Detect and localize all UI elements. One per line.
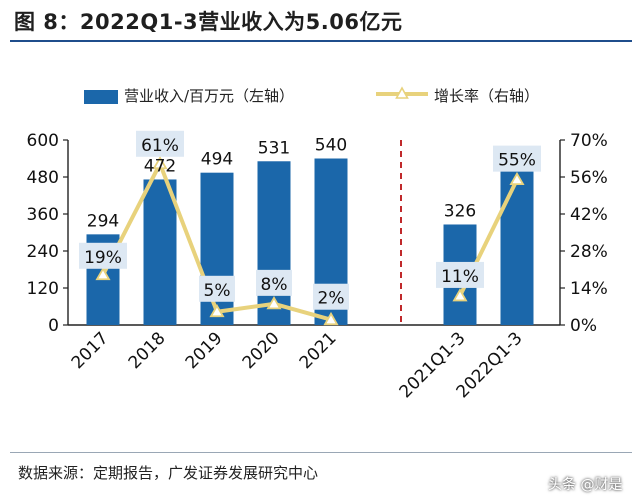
right-tick-label: 56% [570,168,608,188]
chart-title: 图 8：2022Q1-3营业收入为5.06亿元 [14,10,403,34]
growth-label-box [436,261,484,288]
x-category-label: 2017 [68,328,113,373]
bar-value-label: 531 [258,138,290,158]
growth-label-box [79,242,127,269]
bar-value-label: 294 [87,211,119,231]
right-tick-label: 70% [570,131,608,151]
growth-marker [452,288,468,302]
growth-marker [95,266,111,281]
legend-line-swatch [376,86,428,99]
bar-value-label: 494 [201,150,233,170]
title-area: 图 8：2022Q1-3营业收入为5.06亿元 [0,0,640,42]
growth-label-box [199,275,235,302]
title-underline [10,40,632,42]
legend-line-label: 增长率（右轴） [434,87,540,105]
growth-marker [323,311,339,326]
growth-value-label: 55% [498,151,536,171]
growth-value-label: 11% [441,267,479,287]
growth-value-label: 2% [318,289,345,309]
growth-value-label: 5% [204,281,231,301]
left-tick-label: 480 [27,168,59,188]
watermark: 头条 @财是 [548,477,623,493]
bar-value-label: 540 [315,136,347,156]
bar [500,168,534,325]
bar-value-label: 326 [444,201,476,221]
growth-marker [152,155,168,170]
chart-canvas: 0 120 240 360 480 600 0% 14% 28% 42% 56% 70% 294 472 4… [27,130,608,402]
legend: 营业收入/百万元（左轴） 增长率（右轴） [0,82,640,108]
legend-bar-swatch [84,90,118,104]
left-tick-label: 240 [27,242,59,262]
x-category-label: 2021 [296,328,341,373]
legend-bar-label: 营业收入/百万元（左轴） [124,87,295,105]
right-tick-label: 0% [570,316,597,336]
growth-marker [509,171,525,186]
growth-marker [209,303,225,318]
left-tick-label: 360 [27,205,59,225]
right-tick-label: 28% [570,242,608,262]
growth-label-box [256,269,292,296]
growth-label-box [136,130,184,157]
bar [200,172,234,325]
footer-divider [10,452,632,453]
bar [143,179,177,325]
growth-value-label: 61% [141,136,179,156]
left-tick-label: 600 [27,131,59,151]
right-tick-label: 14% [570,279,608,299]
right-tick-label: 42% [570,205,608,225]
x-category-label: 2020 [239,328,284,373]
x-category-label: 2018 [125,328,170,373]
left-tick-label: 0 [48,316,59,336]
growth-label-box [313,283,349,310]
data-source: 数据来源：定期报告，广发证券发展研究中心 [18,464,319,482]
growth-marker [266,296,282,310]
growth-value-label: 19% [84,248,122,268]
growth-value-label: 8% [261,275,288,295]
growth-label-box [493,145,541,172]
bar-value-label: 472 [144,156,176,176]
left-tick-label: 120 [27,279,59,299]
x-category-label: 2019 [182,328,227,373]
